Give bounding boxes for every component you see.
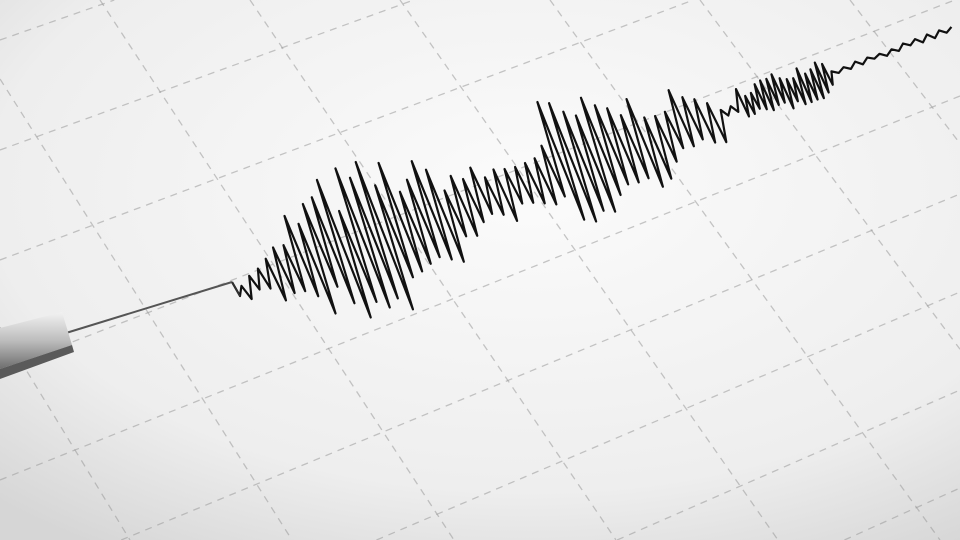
grid-line-vertical: [399, 0, 779, 540]
pen: [0, 281, 241, 379]
pen-needle: [65, 281, 233, 334]
grid-line-horizontal: [844, 487, 960, 540]
grid-line-horizontal: [0, 0, 415, 151]
grid-line-vertical: [849, 0, 960, 144]
grid-line-vertical: [99, 0, 455, 540]
pen-body: [0, 312, 72, 369]
pen-body-shadow: [0, 345, 74, 379]
grid-line-horizontal: [0, 0, 694, 261]
grid-line-horizontal: [376, 291, 960, 540]
grid-line-horizontal: [0, 95, 960, 481]
trace-line: [231, 26, 953, 319]
grid-line-horizontal: [120, 193, 960, 540]
pen-tip: [231, 281, 241, 297]
grid-line-vertical: [249, 0, 617, 540]
grid-line-horizontal: [616, 389, 960, 540]
seismic-trace: [231, 26, 953, 319]
